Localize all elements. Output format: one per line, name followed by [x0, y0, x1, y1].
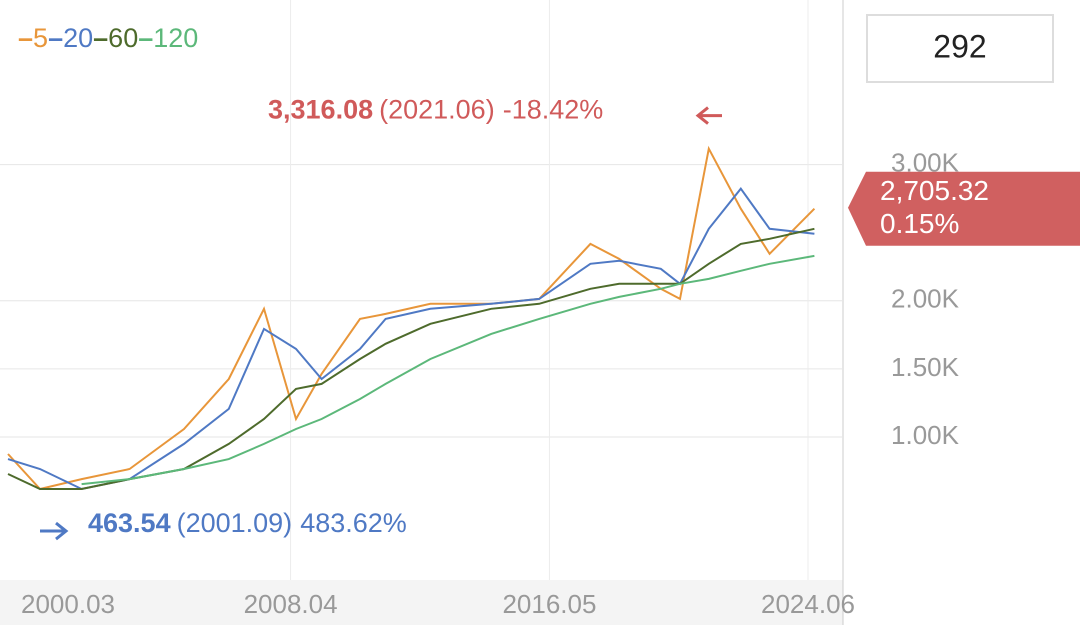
high-date: (2021.06): [379, 95, 495, 125]
current-price-tag: [848, 171, 1080, 246]
high-annotation: 3,316.08 (2021.06) -18.42%: [268, 95, 603, 125]
low-value: 463.54: [88, 508, 171, 538]
period-count: 292: [933, 28, 986, 64]
y-tick-label: 2.00K: [891, 284, 960, 314]
legend-label: 20: [63, 23, 93, 53]
ma-line: [81, 254, 815, 486]
legend-dash: –: [48, 23, 63, 53]
low-date: (2001.09): [177, 508, 293, 538]
low-change: 483.62%: [300, 508, 407, 538]
low-annotation: 463.54 (2001.09) 483.62%: [88, 508, 407, 538]
legend-dash: –: [93, 23, 108, 53]
current-price: 2,705.32: [880, 175, 989, 206]
x-tick-label: 2016.05: [502, 589, 596, 619]
ma-line: [7, 227, 815, 490]
current-change: 0.15%: [880, 208, 959, 239]
high-change: -18.42%: [503, 95, 604, 125]
legend-label: 60: [108, 23, 138, 53]
low-arrow: [40, 521, 69, 541]
y-tick-label: 1.50K: [891, 352, 960, 382]
legend-label: 5: [33, 23, 48, 53]
legend: –5–20–60–120: [18, 23, 198, 53]
x-axis-strip: [0, 580, 843, 625]
y-tick-label: 1.00K: [891, 420, 960, 450]
ma-line: [7, 187, 815, 491]
high-arrow: [695, 106, 722, 125]
high-value: 3,316.08: [268, 95, 373, 125]
legend-dash: –: [138, 23, 153, 53]
x-tick-label: 2008.04: [244, 589, 338, 619]
period-box[interactable]: [866, 14, 1054, 83]
legend-dash: –: [18, 23, 33, 53]
x-tick-label: 2000.03: [21, 589, 115, 619]
x-tick-label: 2024.06: [761, 589, 855, 619]
legend-label: 120: [153, 23, 198, 53]
ma-line: [7, 145, 816, 491]
